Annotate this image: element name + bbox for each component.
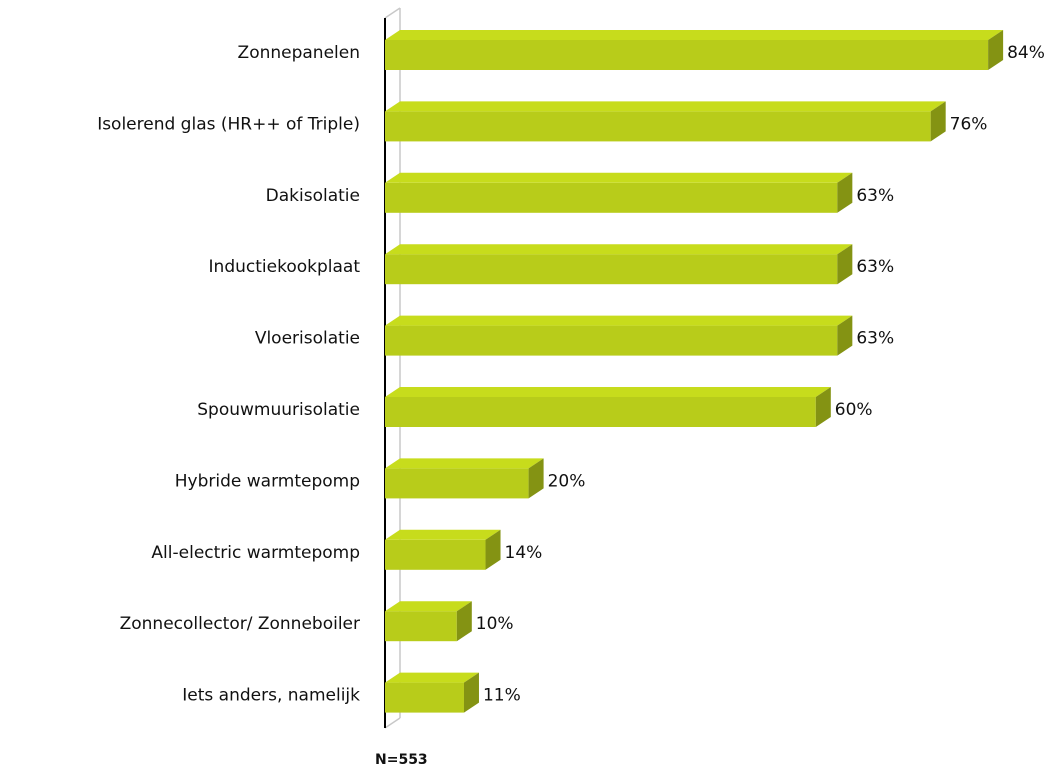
back-wall-edge bbox=[384, 7, 401, 19]
category-label: Vloerisolatie bbox=[255, 329, 360, 349]
bar-side bbox=[988, 30, 1004, 70]
bar bbox=[385, 468, 529, 499]
category-label: Isolerend glas (HR++ of Triple) bbox=[97, 114, 360, 134]
bar-top bbox=[385, 387, 831, 397]
bar bbox=[385, 111, 931, 142]
value-label: 63% bbox=[856, 186, 894, 206]
bar bbox=[385, 539, 486, 570]
bar-top bbox=[385, 244, 853, 255]
sample-note: N=553 bbox=[375, 752, 428, 768]
bar bbox=[385, 40, 989, 70]
bar-side bbox=[456, 601, 472, 642]
category-label: All-electric warmtepomp bbox=[151, 543, 360, 563]
bar bbox=[385, 682, 464, 713]
bar-side bbox=[485, 529, 501, 570]
bar-side bbox=[930, 101, 946, 142]
bar-top bbox=[385, 101, 946, 112]
bar-top bbox=[385, 458, 544, 469]
category-label: Spouwmuurisolatie bbox=[197, 400, 360, 420]
bar-top bbox=[385, 172, 853, 183]
category-label: Iets anders, namelijk bbox=[182, 686, 360, 706]
bar bbox=[385, 182, 838, 213]
value-label: 20% bbox=[548, 471, 586, 491]
bar-top bbox=[385, 672, 479, 683]
bar-side bbox=[463, 672, 479, 713]
bar-top bbox=[385, 315, 853, 326]
bar bbox=[385, 254, 838, 285]
category-label: Hybride warmtepomp bbox=[175, 471, 360, 491]
bar-side bbox=[837, 172, 853, 213]
bar-side bbox=[528, 458, 544, 499]
value-label: 11% bbox=[483, 686, 521, 706]
value-label: 10% bbox=[476, 614, 514, 634]
bar-side bbox=[837, 244, 853, 285]
category-label: Inductiekookplaat bbox=[209, 257, 361, 277]
category-label: Dakisolatie bbox=[266, 186, 360, 206]
bar-side bbox=[837, 315, 853, 356]
value-label: 84% bbox=[1007, 43, 1045, 63]
value-label: 76% bbox=[950, 114, 988, 134]
value-label: 60% bbox=[835, 400, 873, 420]
value-label: 14% bbox=[505, 543, 543, 563]
floor-edge bbox=[384, 717, 401, 729]
bar bbox=[385, 611, 457, 642]
category-label: Zonnepanelen bbox=[238, 43, 360, 63]
bar bbox=[385, 397, 816, 427]
bar-top bbox=[385, 601, 472, 612]
bar-top bbox=[385, 30, 1004, 40]
category-label: Zonnecollector/ Zonneboiler bbox=[120, 614, 360, 634]
bar bbox=[385, 325, 838, 356]
bar-side bbox=[815, 387, 831, 427]
value-label: 63% bbox=[856, 329, 894, 349]
value-label: 63% bbox=[856, 257, 894, 277]
bar-top bbox=[385, 529, 501, 540]
